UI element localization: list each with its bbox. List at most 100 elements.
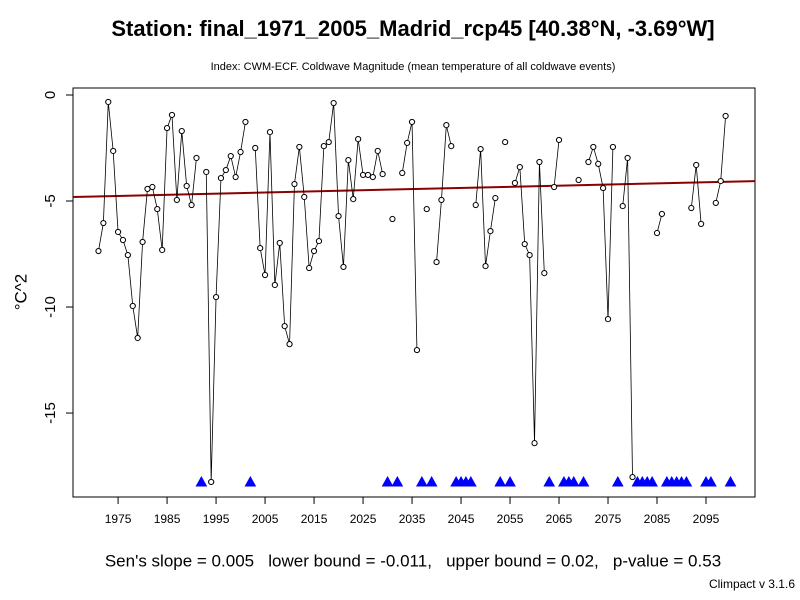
data-point xyxy=(555,136,563,144)
data-point xyxy=(320,142,327,150)
data-point xyxy=(261,271,269,279)
data-point xyxy=(257,244,264,252)
data-point xyxy=(124,251,131,259)
y-tick-label: -10 xyxy=(42,296,59,318)
data-point xyxy=(281,323,288,330)
x-tick-label: 2065 xyxy=(546,512,573,526)
data-point xyxy=(653,229,661,237)
x-tick-label: 1975 xyxy=(105,512,132,526)
data-point xyxy=(188,201,195,209)
missing-marker xyxy=(646,475,658,487)
data-point xyxy=(590,143,597,151)
x-tick-label: 2005 xyxy=(252,512,279,526)
y-tick-label: -15 xyxy=(42,402,59,424)
data-point xyxy=(541,269,548,277)
plot-frame xyxy=(72,87,756,498)
data-point xyxy=(423,205,430,213)
missing-marker xyxy=(464,475,477,487)
missing-marker xyxy=(577,475,590,487)
data-point xyxy=(433,258,440,266)
missing-marker xyxy=(415,475,428,487)
data-point xyxy=(154,205,161,213)
data-point xyxy=(325,138,332,146)
data-point xyxy=(134,334,141,342)
data-point xyxy=(203,168,210,176)
data-point xyxy=(330,99,337,107)
data-point xyxy=(472,201,479,209)
data-point xyxy=(129,302,136,310)
data-point xyxy=(526,251,533,259)
data-point xyxy=(369,173,376,181)
missing-marker xyxy=(425,475,438,487)
x-tick-label: 2035 xyxy=(399,512,426,526)
data-point xyxy=(511,179,519,187)
data-point xyxy=(722,112,729,120)
data-point xyxy=(492,194,499,202)
x-tick-label: 2055 xyxy=(497,512,524,526)
data-point xyxy=(252,144,259,152)
data-point xyxy=(105,98,112,106)
x-tick-label: 2025 xyxy=(350,512,377,526)
data-point xyxy=(413,346,421,354)
data-point xyxy=(551,183,558,191)
x-tick-label: 2045 xyxy=(448,512,475,526)
data-point xyxy=(139,238,146,246)
data-point xyxy=(232,173,239,181)
data-point xyxy=(345,156,352,164)
data-point xyxy=(208,478,215,486)
data-point xyxy=(95,247,102,255)
missing-marker xyxy=(567,475,580,487)
data-point xyxy=(374,147,381,155)
data-point xyxy=(335,212,342,220)
missing-marker xyxy=(705,475,717,487)
data-point xyxy=(379,170,386,178)
data-point xyxy=(237,148,244,156)
data-point xyxy=(408,118,416,126)
data-point xyxy=(448,142,455,150)
data-point xyxy=(604,316,612,323)
x-tick-label: 2075 xyxy=(595,512,622,526)
x-tick-label: 2095 xyxy=(693,512,720,526)
data-point xyxy=(698,220,705,228)
data-point xyxy=(159,246,166,254)
data-point xyxy=(173,196,180,204)
missing-marker xyxy=(195,475,208,487)
data-point xyxy=(585,158,592,166)
data-point xyxy=(114,228,122,236)
data-point xyxy=(619,202,626,210)
data-point xyxy=(276,239,283,247)
data-point xyxy=(364,171,372,179)
data-point xyxy=(688,204,695,212)
y-axis-label: °C^2 xyxy=(11,274,30,311)
data-point xyxy=(119,236,127,244)
missing-marker xyxy=(381,475,394,487)
data-point xyxy=(693,161,700,169)
data-point xyxy=(286,341,293,348)
data-point xyxy=(717,177,724,185)
x-tick-label: 1985 xyxy=(154,512,181,526)
data-point xyxy=(271,281,278,289)
data-point xyxy=(399,169,406,177)
data-point xyxy=(222,166,229,174)
data-point xyxy=(536,158,543,166)
missing-marker xyxy=(543,475,556,487)
missing-marker xyxy=(494,475,507,487)
data-point xyxy=(178,127,185,135)
data-point xyxy=(600,184,607,192)
data-point xyxy=(193,154,200,162)
missing-marker xyxy=(244,475,257,487)
data-point xyxy=(516,163,523,171)
missing-marker xyxy=(680,475,693,487)
data-point xyxy=(163,124,171,132)
series-line xyxy=(98,101,727,482)
x-tick-label: 2085 xyxy=(644,512,671,526)
data-point xyxy=(310,247,318,255)
data-point xyxy=(315,237,323,245)
x-tick-label: 2015 xyxy=(301,512,328,526)
missing-marker xyxy=(504,475,516,487)
data-point xyxy=(340,263,347,271)
credit: Climpact v 3.1.6 xyxy=(709,577,795,591)
x-tick-label: 1995 xyxy=(203,512,230,526)
